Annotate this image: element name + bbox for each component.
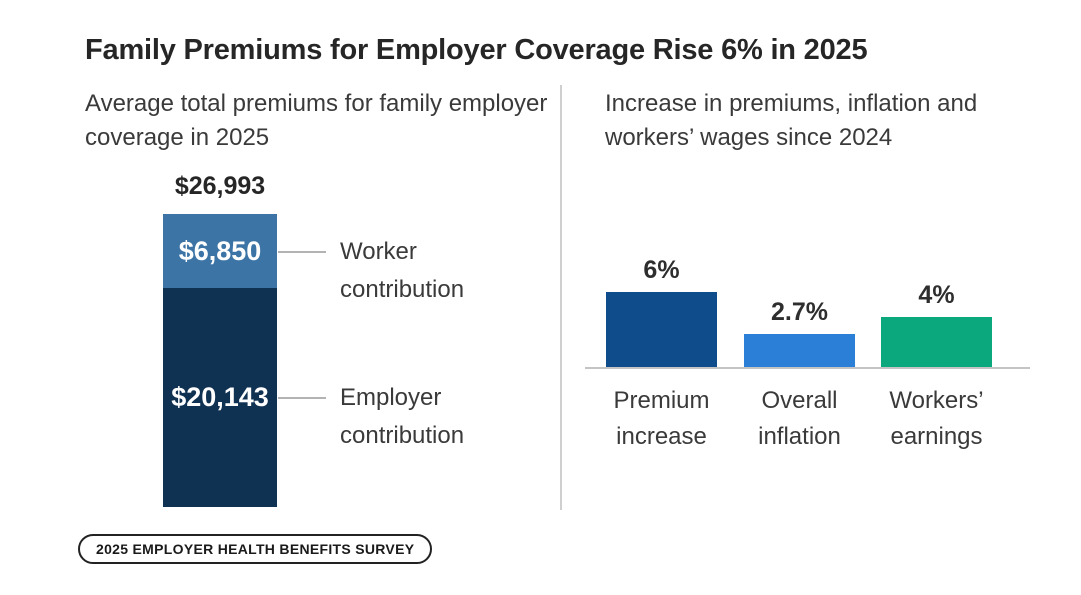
overall-inflation-bar [744,334,855,368]
comparison-bar-plot: 6% 2.7% 4% [585,240,1030,368]
page-title: Family Premiums for Employer Coverage Ri… [85,34,868,66]
employer-callout-line [278,397,326,399]
overall-inflation-value-label: 2.7% [771,298,828,326]
worker-contribution-value: $6,850 [178,235,262,266]
category-label-overall-inflation: Overall inflation [758,387,841,450]
x-axis-baseline [585,367,1030,369]
employer-contribution-segment: $20,143 [163,288,277,507]
employer-contribution-label: Employer contribution [340,384,465,449]
worker-callout-line [278,251,326,253]
stacked-bar-total-label: $26,993 [174,172,266,200]
category-label-workers-earnings: Workers’ earnings [889,387,984,450]
right-chart-subtitle: Increase in premiums, inflation and work… [605,90,978,151]
premium-increase-bar [606,292,717,368]
premium-increase-value-label: 6% [643,256,680,284]
stacked-bar: $6,850 $20,143 [163,214,277,507]
worker-contribution-label: Worker contribution [340,238,465,303]
workers-earnings-value-label: 4% [918,281,955,309]
employer-contribution-value: $20,143 [171,382,269,412]
vertical-divider [560,85,562,510]
category-label-premium-increase: Premium increase [613,387,710,450]
source-badge: 2025 EMPLOYER HEALTH BENEFITS SURVEY [78,534,433,564]
workers-earnings-bar [881,317,992,368]
left-chart-subtitle: Average total premiums for family employ… [85,90,548,151]
worker-contribution-segment: $6,850 [163,214,277,288]
